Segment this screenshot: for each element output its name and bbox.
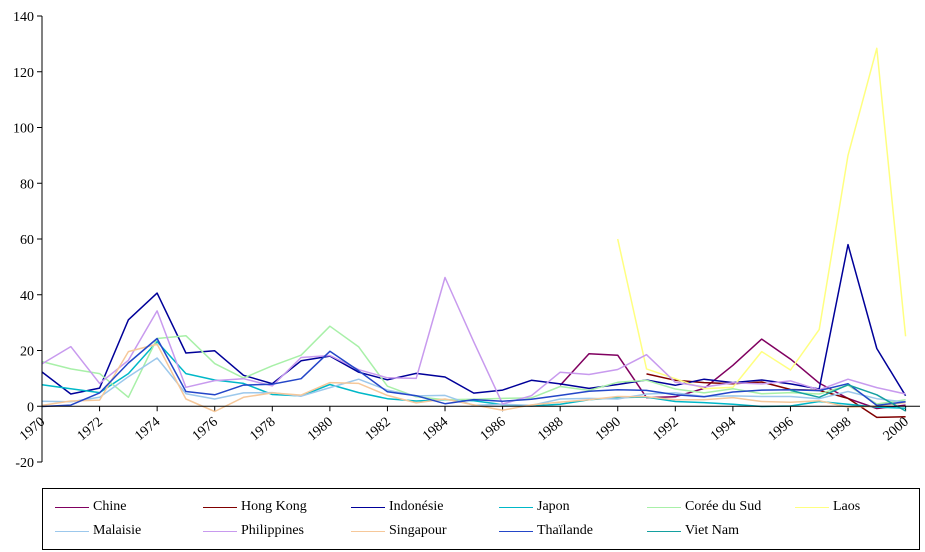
- x-tick-label: 1988: [535, 415, 566, 444]
- legend-item: Philippines: [203, 521, 304, 541]
- y-tick-label: 20: [20, 345, 34, 360]
- x-tick-label: 1982: [363, 415, 394, 444]
- legend-swatch: [351, 531, 385, 532]
- x-tick-label: 1990: [593, 415, 624, 444]
- x-tick-label: 1998: [823, 415, 854, 444]
- legend: Chine Hong Kong Indonésie Japon Corée du Sud…: [42, 488, 920, 550]
- legend-label: Thaïlande: [537, 523, 593, 539]
- x-tick-label: 1972: [75, 415, 106, 444]
- legend-item: Thaïlande: [499, 521, 593, 541]
- legend-swatch: [647, 507, 681, 508]
- legend-label: Indonésie: [389, 499, 443, 515]
- legend-item: Viet Nam: [647, 521, 739, 541]
- legend-label: Hong Kong: [241, 499, 307, 515]
- legend-swatch: [203, 507, 237, 508]
- x-tick-label: 1992: [650, 415, 681, 444]
- y-tick-label: 100: [13, 122, 34, 137]
- legend-item: Chine: [55, 497, 126, 517]
- y-tick-label: -20: [15, 456, 34, 471]
- x-axis-ticks: 1970 1972 1974 1976 1978 1980 1982 1984 1986 1988…: [17, 406, 912, 444]
- legend-swatch: [499, 531, 533, 532]
- y-tick-label: 120: [13, 66, 34, 81]
- y-tick-label: 140: [13, 10, 34, 25]
- legend-row: Chine Hong Kong Indonésie Japon Corée du Sud…: [43, 497, 919, 517]
- legend-item: Corée du Sud: [647, 497, 761, 517]
- x-tick-label: 1994: [708, 415, 739, 444]
- legend-swatch: [55, 531, 89, 532]
- x-tick-label: 1986: [478, 415, 509, 444]
- x-tick-label: 1980: [305, 415, 336, 444]
- legend-item: Laos: [795, 497, 860, 517]
- x-tick-label: 1984: [420, 415, 451, 444]
- legend-label: Corée du Sud: [685, 499, 761, 515]
- legend-item: Indonésie: [351, 497, 443, 517]
- legend-label: Malaisie: [93, 523, 141, 539]
- y-tick-label: 40: [20, 289, 34, 304]
- legend-swatch: [499, 507, 533, 508]
- x-tick-label: 1996: [766, 415, 797, 444]
- legend-swatch: [647, 531, 681, 532]
- legend-swatch: [351, 507, 385, 508]
- legend-label: Viet Nam: [685, 523, 739, 539]
- y-tick-label: 0: [27, 400, 34, 415]
- y-tick-label: 60: [20, 233, 34, 248]
- legend-swatch: [203, 531, 237, 532]
- legend-label: Laos: [833, 499, 860, 515]
- legend-swatch: [795, 507, 829, 508]
- x-tick-label: 1974: [132, 415, 163, 444]
- legend-item: Hong Kong: [203, 497, 307, 517]
- series-line: [618, 48, 906, 388]
- series-lines: [42, 48, 906, 417]
- legend-swatch: [55, 507, 89, 508]
- legend-label: Chine: [93, 499, 126, 515]
- legend-item: Japon: [499, 497, 570, 517]
- legend-label: Japon: [537, 499, 570, 515]
- legend-label: Philippines: [241, 523, 304, 539]
- x-tick-label: 2000: [881, 415, 912, 444]
- legend-item: Malaisie: [55, 521, 141, 541]
- legend-item: Singapour: [351, 521, 447, 541]
- y-axis-ticks: -20 0 20 40 60 80 100 120 140: [13, 10, 42, 471]
- x-tick-label: 1976: [190, 415, 221, 444]
- x-tick-label: 1970: [17, 415, 48, 444]
- legend-row: Malaisie Philippines Singapour Thaïlande Vie…: [43, 521, 919, 541]
- legend-label: Singapour: [389, 523, 447, 539]
- x-tick-label: 1978: [247, 415, 278, 444]
- series-laos: [618, 48, 906, 388]
- y-tick-label: 80: [20, 177, 34, 192]
